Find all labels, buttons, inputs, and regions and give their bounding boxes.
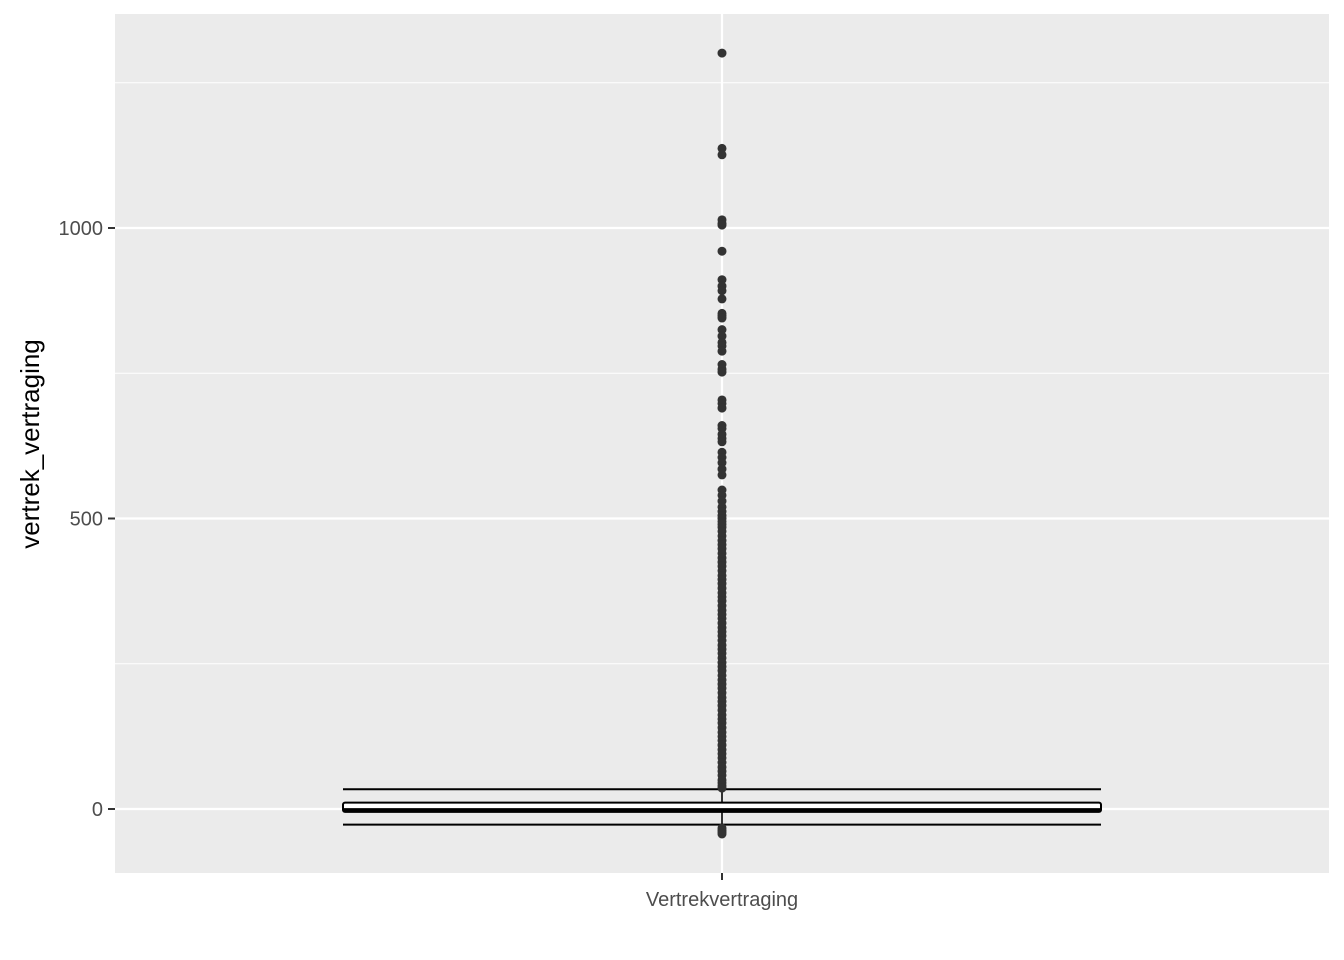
outlier-point	[717, 325, 727, 335]
outlier-point	[717, 275, 727, 285]
outlier-point	[717, 220, 727, 230]
outlier-point	[717, 294, 727, 304]
outlier-point	[717, 143, 727, 153]
outlier-point	[717, 470, 727, 480]
x-axis: Vertrekvertraging	[646, 873, 798, 911]
outlier-point	[717, 246, 727, 256]
outlier-point	[717, 346, 727, 356]
y-tick-label: 1000	[59, 218, 104, 240]
y-tick-label: 0	[92, 799, 103, 821]
outlier-point	[717, 783, 727, 793]
outlier-point	[717, 829, 727, 839]
outlier-point	[717, 150, 727, 160]
outlier-point	[717, 48, 727, 58]
outlier-point	[717, 331, 727, 341]
outlier-points	[717, 48, 727, 839]
outlier-point	[717, 367, 727, 377]
outlier-point	[717, 437, 727, 447]
outlier-point	[717, 403, 727, 413]
x-tick-label: Vertrekvertraging	[646, 889, 798, 911]
outlier-point	[717, 286, 727, 296]
y-axis: 0 500 1000	[59, 218, 115, 821]
y-axis-title: vertrek_vertraging	[15, 339, 45, 549]
y-tick-label: 500	[70, 509, 103, 531]
outlier-point	[717, 313, 727, 323]
outlier-point	[717, 458, 727, 468]
